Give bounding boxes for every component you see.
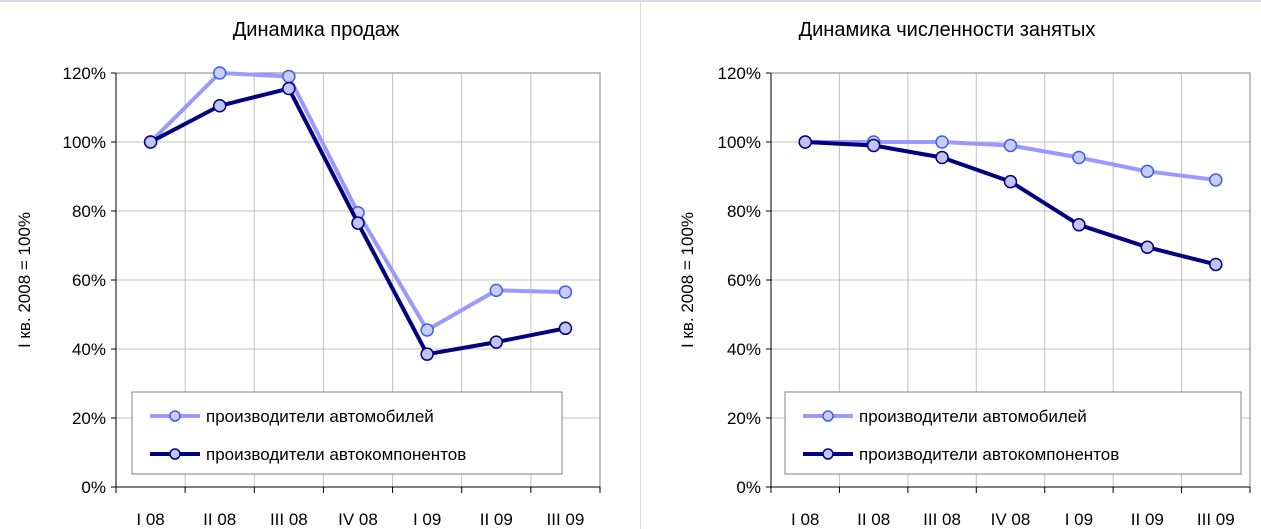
- x-tick-label: III 08: [923, 510, 961, 529]
- x-tick-label: II 08: [203, 510, 236, 529]
- legend-label: производители автокомпонентов: [206, 445, 466, 464]
- data-point: [212, 99, 227, 113]
- x-tick-label: I 08: [136, 510, 164, 529]
- x-tick-label: I 09: [413, 510, 441, 529]
- data-point: [558, 285, 573, 299]
- data-point: [1140, 164, 1155, 179]
- y-tick-label: 20%: [72, 409, 106, 428]
- y-tick-label: 60%: [72, 271, 106, 290]
- sales-chart: Динамика продаж 0% 20% 40% 60% 80% 100% 120% I 0…: [15, 19, 601, 529]
- series-line: [805, 140, 1217, 267]
- data-point: [935, 150, 949, 165]
- y-tick-label: 40%: [727, 340, 761, 359]
- legend-swatch-marker: [169, 410, 181, 422]
- y-tick-label: 60%: [727, 271, 761, 290]
- y-tick-label: 120%: [63, 64, 106, 83]
- data-point: [1140, 240, 1155, 254]
- x-tick-label: II 09: [480, 510, 513, 529]
- y-tick-label: 80%: [727, 202, 761, 221]
- y-tick-label: 0%: [736, 478, 761, 497]
- data-point: [351, 216, 365, 230]
- data-point: [489, 335, 504, 349]
- data-point: [1003, 174, 1018, 189]
- x-tick-label: II 09: [1131, 510, 1164, 529]
- y-tick-label: 120%: [718, 64, 761, 83]
- legend-swatch-marker: [822, 448, 834, 460]
- panel-divider: [640, 0, 641, 529]
- employment-chart-panel: Динамика численности занятых 0% 20% 40% 60% 8…: [641, 0, 1261, 529]
- employment-chart: Динамика численности занятых 0% 20% 40% 60% 8…: [678, 19, 1251, 529]
- legend-swatch-marker: [169, 448, 181, 460]
- data-point: [212, 66, 227, 80]
- y-tick-label: 20%: [727, 409, 761, 428]
- x-tick-label: III 09: [547, 510, 585, 529]
- x-tick-label: III 09: [1197, 510, 1235, 529]
- y-axis-label: I кв. 2008 = 100%: [678, 212, 697, 348]
- y-tick-label: 100%: [718, 133, 761, 152]
- legend-swatch-marker: [822, 410, 834, 422]
- data-point: [1072, 218, 1086, 232]
- x-tick-label: III 08: [270, 510, 308, 529]
- legend-label: производители автомобилей: [859, 407, 1087, 426]
- legend-label: производители автокомпонентов: [859, 445, 1119, 464]
- data-point: [420, 347, 434, 361]
- data-point: [143, 135, 158, 149]
- frame-top-border: [0, 0, 1261, 2]
- y-tick-label: 0%: [81, 478, 106, 497]
- data-point: [1209, 173, 1223, 187]
- data-point: [798, 135, 812, 149]
- y-tick-label: 80%: [72, 202, 106, 221]
- data-point: [1072, 150, 1086, 165]
- legend-box: [131, 391, 563, 475]
- y-axis-label: I кв. 2008 = 100%: [15, 212, 34, 348]
- x-tick-label: I 09: [1065, 510, 1093, 529]
- data-point: [420, 323, 434, 337]
- x-tick-label: II 08: [857, 510, 890, 529]
- chart-title: Динамика продаж: [233, 19, 400, 41]
- chart-title: Динамика численности занятых: [799, 19, 1096, 41]
- legend-box: [784, 391, 1242, 475]
- sales-chart-panel: Динамика продаж 0% 20% 40% 60% 80% 100% 120% I 0…: [15, 19, 601, 529]
- data-point: [489, 283, 504, 298]
- x-tick-label: IV 08: [991, 510, 1031, 529]
- data-point: [282, 69, 296, 84]
- x-tick-label: IV 08: [338, 510, 378, 529]
- data-point: [866, 138, 881, 153]
- y-tick-label: 40%: [72, 340, 106, 359]
- data-point: [1003, 138, 1018, 153]
- y-tick-label: 100%: [63, 133, 106, 152]
- data-point: [282, 81, 296, 96]
- data-point: [935, 135, 949, 149]
- x-tick-label: I 08: [791, 510, 819, 529]
- legend-label: производители автомобилей: [206, 407, 434, 426]
- data-point: [1209, 257, 1223, 272]
- data-point: [558, 321, 573, 336]
